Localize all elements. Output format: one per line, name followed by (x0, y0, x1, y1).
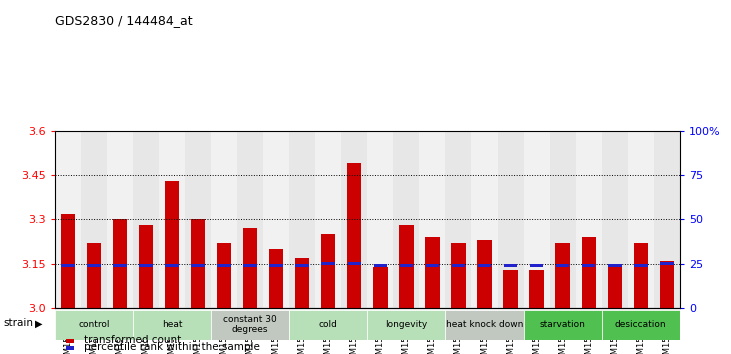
Text: cold: cold (319, 320, 338, 329)
Bar (321, 234, 336, 308)
Text: heat: heat (162, 320, 182, 329)
Bar (628, 131, 654, 308)
Bar (237, 131, 263, 308)
Bar (139, 225, 153, 308)
Bar (367, 131, 393, 308)
Bar (113, 264, 126, 267)
Bar (498, 131, 523, 308)
Bar (87, 243, 101, 308)
Bar (523, 310, 602, 340)
Bar (347, 262, 361, 265)
Bar (87, 264, 101, 267)
Bar (602, 310, 680, 340)
Text: starvation: starvation (539, 320, 586, 329)
Bar (55, 310, 133, 340)
Bar (139, 264, 153, 267)
Bar (602, 131, 628, 308)
Bar (322, 262, 335, 265)
Bar (607, 264, 622, 308)
Bar (471, 131, 498, 308)
Bar (399, 225, 414, 308)
Bar (445, 131, 471, 308)
Bar (634, 243, 648, 308)
Bar (341, 131, 367, 308)
Bar (550, 131, 575, 308)
Bar (243, 264, 257, 267)
Text: constant 30
degrees: constant 30 degrees (223, 315, 277, 335)
Bar (217, 264, 231, 267)
Text: strain: strain (4, 318, 34, 328)
Bar (270, 264, 283, 267)
Bar (654, 131, 680, 308)
Text: percentile rank within the sample: percentile rank within the sample (84, 342, 260, 352)
Bar (478, 264, 491, 267)
Bar (374, 264, 387, 267)
Bar (217, 243, 231, 308)
Bar (347, 164, 361, 308)
Bar (165, 181, 179, 308)
Bar (107, 131, 133, 308)
Bar (211, 131, 237, 308)
Bar (289, 131, 315, 308)
Bar (185, 131, 211, 308)
Bar (315, 131, 341, 308)
Bar (289, 310, 367, 340)
Bar (400, 264, 413, 267)
Bar (530, 264, 543, 267)
Bar (191, 219, 205, 308)
Bar (61, 213, 75, 308)
Bar (243, 228, 257, 308)
Bar (425, 264, 439, 267)
Bar (659, 261, 674, 308)
Bar (582, 264, 596, 267)
Bar (133, 131, 159, 308)
Bar (295, 264, 309, 267)
Text: ▶: ▶ (35, 318, 42, 328)
Bar (211, 310, 289, 340)
Bar (192, 264, 205, 267)
Bar (504, 270, 518, 308)
Text: control: control (78, 320, 110, 329)
Bar (263, 131, 289, 308)
Bar (295, 258, 309, 308)
Bar (634, 264, 648, 267)
Bar (269, 249, 284, 308)
Bar (61, 264, 75, 267)
Bar (660, 262, 673, 265)
Bar (451, 243, 466, 308)
Text: GDS2830 / 144484_at: GDS2830 / 144484_at (55, 14, 192, 27)
Bar (159, 131, 185, 308)
Text: transformed count: transformed count (84, 335, 181, 345)
Bar (374, 267, 387, 308)
Bar (608, 264, 621, 267)
Bar (523, 131, 550, 308)
Bar (575, 131, 602, 308)
Bar (556, 264, 569, 267)
Bar (165, 264, 179, 267)
Bar (367, 310, 445, 340)
Text: heat knock down: heat knock down (446, 320, 523, 329)
Bar (81, 131, 107, 308)
Bar (556, 243, 569, 308)
Bar (477, 240, 492, 308)
Bar (55, 131, 81, 308)
Bar (582, 237, 596, 308)
Bar (452, 264, 465, 267)
Bar (113, 219, 127, 308)
Bar (420, 131, 445, 308)
Bar (529, 270, 544, 308)
Text: desiccation: desiccation (615, 320, 667, 329)
Bar (425, 237, 439, 308)
Text: longevity: longevity (385, 320, 428, 329)
Bar (393, 131, 420, 308)
Bar (445, 310, 523, 340)
Bar (504, 264, 518, 267)
Bar (133, 310, 211, 340)
